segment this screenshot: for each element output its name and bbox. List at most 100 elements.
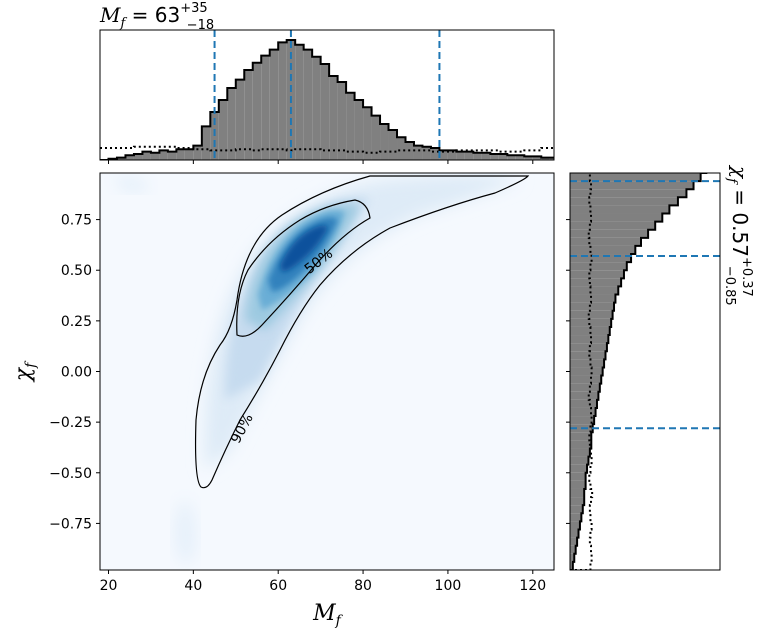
- y-tick-label: −0.50: [49, 466, 92, 482]
- chi-hist-bar: [570, 416, 595, 425]
- chi-hist-bar: [570, 237, 641, 246]
- mf-hist-bar: [346, 92, 355, 160]
- y-tick-label: 0.25: [61, 314, 92, 330]
- x-tick-label: 80: [354, 578, 372, 594]
- mf-hist-bar: [456, 151, 465, 160]
- chi-hist-bar: [570, 472, 586, 481]
- mf-hist-bar: [235, 79, 245, 160]
- y-tick-label: 0.50: [61, 263, 92, 279]
- chi-hist-bar: [570, 561, 573, 570]
- chi-hist-bar: [570, 43, 577, 51]
- chi-hist-bar: [570, 537, 578, 546]
- mf-hist-bar: [473, 152, 482, 160]
- mf-hist-bar: [380, 124, 389, 160]
- chi-hist-bar: [570, 157, 709, 165]
- contour-90: [194, 175, 530, 489]
- chi-hist-bar: [570, 464, 588, 473]
- chi-hist-bar: [570, 262, 627, 271]
- mf-hist-bar: [329, 76, 338, 160]
- x-axis-label: Mf: [312, 601, 344, 629]
- mf-hist-bar: [218, 100, 228, 160]
- chi-hist-bar: [570, 343, 607, 352]
- mf-hist-bar: [388, 130, 398, 160]
- chi-hist-bar: [570, 254, 632, 263]
- mf-hist-bar: [269, 49, 279, 160]
- mf-hist-bar: [320, 64, 330, 160]
- mf-hist-bar: [524, 156, 533, 160]
- chi-prior-outline: [570, 173, 594, 570]
- chi-hist-bar: [570, 513, 582, 522]
- chi-hist-bar: [570, 545, 576, 554]
- mf-hist-bar: [498, 154, 508, 160]
- contour-50: [236, 199, 371, 337]
- mf-hist-bar: [184, 149, 194, 160]
- chi-hist-bar: [570, 375, 602, 384]
- chi-hist-bar: [570, 60, 587, 68]
- chi-hist-bar: [570, 84, 613, 92]
- mf-hist-bar: [490, 154, 499, 160]
- mf-hist-bar: [464, 151, 474, 160]
- mf-hist-bar: [133, 154, 143, 160]
- chi-hist-bar: [570, 51, 584, 59]
- chi-hist-bar: [570, 27, 571, 35]
- chi-hist-bar: [570, 189, 687, 198]
- mf-hist-bar: [507, 155, 516, 160]
- mf-hist-bar: [167, 151, 177, 160]
- chi-hist-bar: [570, 165, 706, 173]
- y-tick-label: 0.75: [61, 213, 92, 229]
- chi-hist-bar: [570, 399, 597, 408]
- mf-hist-bar: [312, 56, 321, 160]
- chi-hist-bar: [570, 335, 609, 344]
- chi-hist-bar: [570, 221, 656, 230]
- y-axis-label: χf: [11, 360, 39, 383]
- mf-hist-bar: [261, 55, 270, 160]
- chi-hist-bar: [570, 286, 619, 295]
- chi-hist-bar: [570, 383, 600, 392]
- chi-hist-bar: [570, 149, 712, 157]
- chi-hist-bar: [570, 529, 579, 538]
- x-tick-label: 40: [184, 578, 202, 594]
- mf-hist-bar: [227, 88, 236, 160]
- mf-hist-bar: [278, 42, 287, 160]
- right-title: χf = 0.57+0.37−0.85: [722, 164, 754, 306]
- chi-hist-bar: [570, 245, 636, 255]
- chi-hist-bar: [570, 270, 624, 279]
- chi-hist-bar: [570, 480, 586, 489]
- chi-hist-bar: [570, 141, 711, 149]
- mf-hist-bar: [125, 155, 134, 160]
- mf-hist-bar: [193, 145, 202, 160]
- mf-hist-bar: [481, 152, 491, 160]
- chi-hist-bar: [570, 359, 605, 368]
- mf-hist-bar: [142, 151, 151, 160]
- mf-hist-bar: [176, 149, 185, 160]
- mf-hist-bar: [201, 126, 211, 160]
- chi-hist-bar: [570, 351, 606, 360]
- mf-prior-outline: [100, 145, 554, 154]
- joint-density-panel: 50% 90% 20 40 60 80 100 120 0.750.500.250.00−…: [11, 172, 555, 629]
- mf-hist-outline: [100, 39, 554, 160]
- chi-hist-bar: [570, 35, 573, 43]
- mf-hist-bar: [371, 115, 381, 160]
- chi-hist-bar: [570, 432, 592, 441]
- mf-hist-bar: [515, 155, 525, 160]
- chi-hist-bar: [570, 92, 627, 100]
- x-tick-label: 100: [435, 578, 462, 594]
- chi-hist-bar: [570, 456, 589, 465]
- chi-hist-bar: [570, 318, 612, 327]
- x-tick-label: 120: [519, 578, 546, 594]
- mf-hist-bar: [116, 157, 126, 160]
- right-marginal: χf = 0.57+0.37−0.85: [566, 27, 754, 571]
- chi-hist-bar: [570, 68, 591, 76]
- y-axis: 0.75 0.50 0.25 0.00 −0.25 −0.50 −0.75: [49, 213, 100, 532]
- chi-hist-outline: [570, 173, 708, 570]
- chi-hist-bar: [570, 391, 599, 400]
- chi-hist-bar: [570, 213, 663, 222]
- chi-hist-bar: [570, 205, 670, 214]
- chi-hist-bar: [570, 521, 580, 530]
- mf-hist-bar: [150, 152, 160, 160]
- mf-hist-bar: [422, 146, 431, 160]
- chi-hist-bar: [570, 505, 583, 514]
- chi-hist-bar: [570, 173, 701, 182]
- top-marginal: Mf = 63+35 −18: [99, 1, 555, 164]
